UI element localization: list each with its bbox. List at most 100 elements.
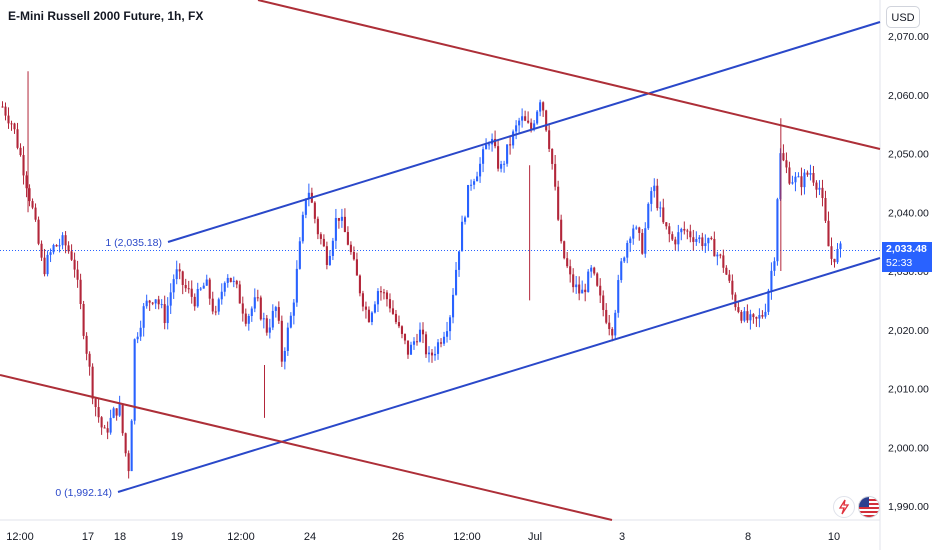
- candle-body: [334, 217, 337, 241]
- trendlines: [0, 0, 881, 521]
- x-tick-label: 19: [171, 531, 183, 543]
- price-axis[interactable]: 2,070.002,060.002,050.002,040.002,030.00…: [888, 31, 929, 513]
- x-tick-label: 8: [745, 531, 751, 543]
- candles: [1, 71, 842, 479]
- fib-labels: 1 (2,035.18) 0 (1,992.14): [55, 237, 162, 499]
- candle-body: [677, 232, 680, 245]
- candle-body: [626, 242, 629, 258]
- candle-body: [731, 280, 734, 295]
- candle-body: [689, 231, 692, 238]
- candle-body: [247, 316, 250, 324]
- us-flag-icon[interactable]: [858, 496, 880, 518]
- candle-body: [145, 300, 148, 307]
- candle-body: [52, 245, 55, 253]
- candle-body: [124, 433, 127, 454]
- candle-body: [563, 241, 566, 259]
- candle-body: [421, 329, 425, 335]
- candle-body: [560, 219, 563, 242]
- candle-body: [130, 420, 133, 472]
- candle-body: [557, 186, 560, 220]
- candle-body: [719, 254, 722, 256]
- candle-body: [482, 149, 485, 164]
- candle-body: [67, 245, 70, 252]
- candle-body: [695, 239, 698, 242]
- candle-body: [400, 326, 404, 334]
- candle-body: [668, 226, 671, 235]
- candle-body: [265, 318, 268, 333]
- flash-icon[interactable]: [833, 496, 855, 518]
- candle-body: [629, 238, 632, 243]
- candle-body: [460, 221, 464, 252]
- candle-body: [244, 313, 247, 324]
- candle-body: [34, 207, 37, 220]
- candle-body: [470, 184, 473, 186]
- candle-body: [812, 173, 815, 183]
- candle-body: [166, 305, 169, 324]
- candle-body: [451, 294, 455, 318]
- candle-body: [199, 288, 202, 290]
- candle-body: [430, 352, 434, 356]
- bar-countdown: 52:33: [886, 257, 913, 269]
- candle-body: [226, 277, 229, 283]
- candle-body: [512, 131, 515, 146]
- candle-body: [346, 232, 349, 245]
- candle-body: [776, 199, 779, 262]
- candle-body: [295, 268, 298, 303]
- candle-body: [214, 311, 217, 313]
- candle-body: [515, 125, 518, 132]
- candle-body: [488, 144, 491, 146]
- candle-body: [644, 228, 647, 254]
- candle-body: [503, 163, 506, 165]
- lower-channel-line: [117, 257, 881, 493]
- candle-body: [716, 254, 719, 257]
- candle-body: [97, 407, 100, 418]
- candle-body: [58, 245, 61, 247]
- candle-body: [836, 249, 839, 263]
- currency-button[interactable]: USD: [886, 6, 920, 28]
- candle-body: [262, 318, 265, 320]
- x-tick-label: 10: [828, 531, 840, 543]
- candle-body: [178, 269, 181, 272]
- candle-body: [289, 315, 292, 328]
- candle-body: [319, 234, 322, 239]
- candle-body: [436, 342, 440, 354]
- candle-body: [539, 102, 542, 112]
- candle-body: [205, 279, 208, 286]
- candle-body: [373, 304, 376, 313]
- candle-body: [725, 267, 728, 275]
- candle-body: [659, 207, 662, 209]
- candle-body: [632, 228, 635, 239]
- candle-body: [635, 227, 638, 229]
- candle-body: [791, 182, 794, 184]
- candle-body: [19, 147, 22, 156]
- candle-body: [707, 237, 710, 244]
- candle-body: [13, 123, 16, 130]
- candle-body: [509, 144, 512, 146]
- candle-body: [94, 398, 97, 408]
- candle-body: [833, 258, 836, 263]
- candle-body: [280, 320, 283, 362]
- x-tick-label: 12:00: [6, 531, 34, 543]
- x-tick-label: 18: [114, 531, 126, 543]
- candle-body: [551, 148, 554, 164]
- candle-body: [818, 187, 821, 190]
- candle-body: [253, 297, 256, 309]
- candle-body: [307, 192, 310, 199]
- candle-body: [701, 237, 704, 247]
- candle-body: [301, 214, 304, 242]
- candle-body: [328, 255, 331, 265]
- candle-body: [506, 144, 509, 164]
- candle-body: [127, 453, 130, 472]
- candle-body: [397, 322, 401, 327]
- candle-body: [193, 296, 196, 307]
- candle-body: [770, 270, 773, 291]
- time-axis[interactable]: 12:00 17 18 19 12:00 24 26 12:00 Jul 3 8 10: [6, 531, 840, 543]
- candle-body: [764, 311, 767, 317]
- candle-body: [533, 123, 536, 129]
- x-tick-label: Jul: [528, 531, 542, 543]
- candle-body: [157, 299, 160, 305]
- candle-body: [343, 216, 346, 233]
- candle-body: [794, 176, 797, 183]
- candle-body: [70, 251, 73, 260]
